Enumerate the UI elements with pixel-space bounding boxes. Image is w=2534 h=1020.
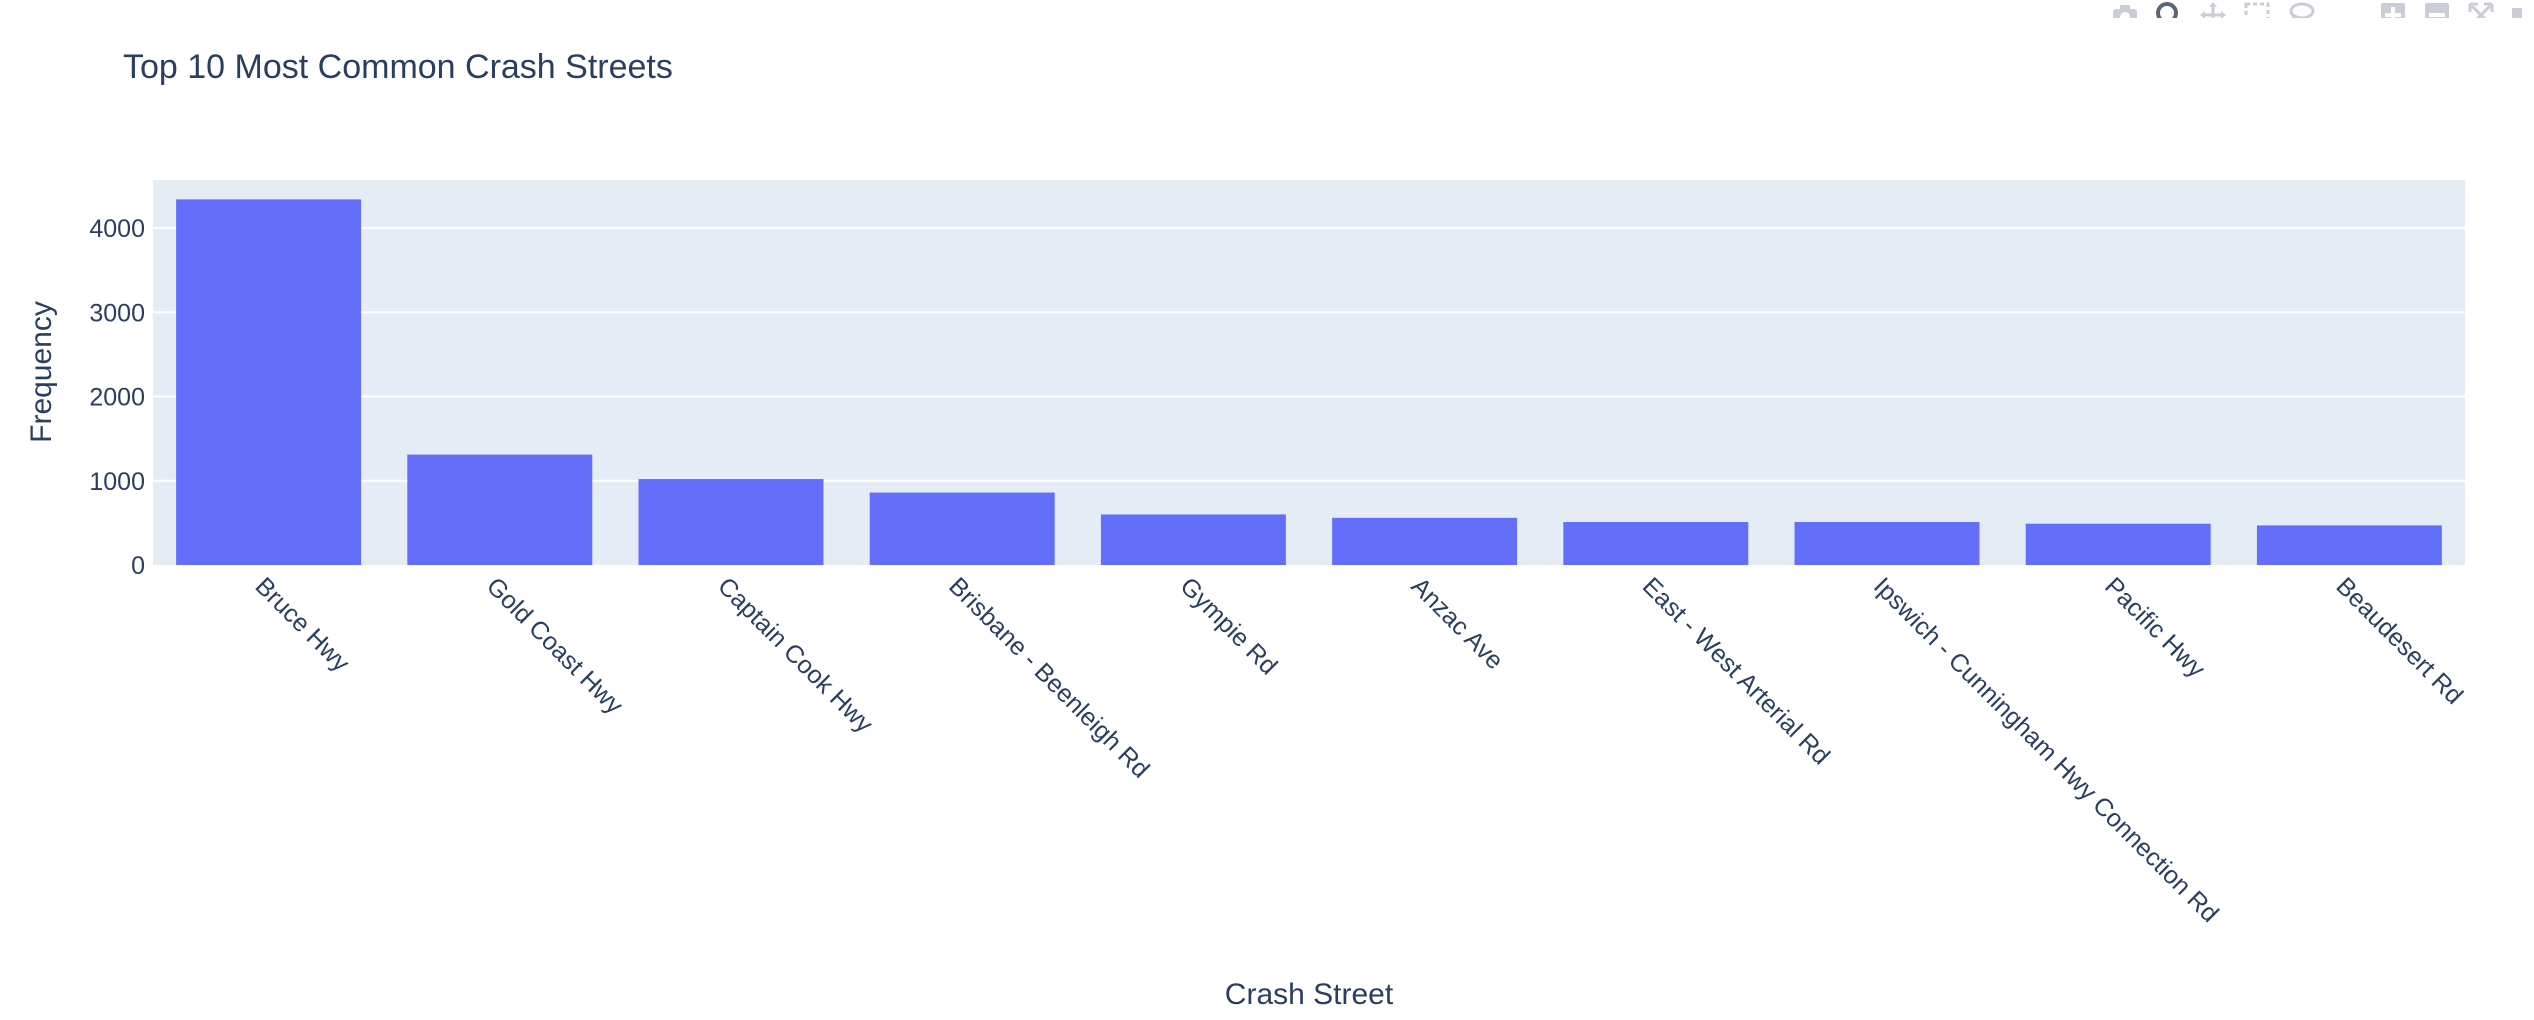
- x-tick-label: Brisbane - Beenleigh Rd: [943, 572, 1154, 783]
- chart-title: Top 10 Most Common Crash Streets: [123, 48, 673, 86]
- bar[interactable]: [1332, 517, 1518, 565]
- bar[interactable]: [1563, 522, 1749, 565]
- x-tick-label: Gold Coast Hwy: [481, 572, 629, 720]
- lasso-icon[interactable]: [2286, 0, 2316, 18]
- zoom-in-icon[interactable]: [2378, 0, 2408, 18]
- zoom-out-icon[interactable]: [2422, 0, 2452, 18]
- y-tick-label: 1000: [89, 468, 145, 496]
- bar[interactable]: [1794, 522, 1980, 565]
- y-tick-label: 2000: [89, 384, 145, 412]
- modebar: [2100, 0, 2534, 18]
- bar[interactable]: [407, 454, 593, 565]
- y-tick-label: 4000: [89, 215, 145, 243]
- x-tick-label: Captain Cook Hwy: [712, 572, 879, 739]
- x-axis-title: Crash Street: [1225, 978, 1394, 1011]
- x-tick-label: Gympie Rd: [1174, 572, 1282, 680]
- y-tick-label: 0: [131, 552, 145, 580]
- x-tick-label: Bruce Hwy: [250, 572, 356, 678]
- bar[interactable]: [2025, 523, 2211, 565]
- bar[interactable]: [638, 479, 824, 565]
- y-axis-ticks: 0 1000 2000 3000 4000: [89, 215, 145, 580]
- autoscale-icon[interactable]: [2466, 0, 2496, 18]
- x-tick-label: Pacific Hwy: [2099, 572, 2211, 684]
- bar[interactable]: [2256, 525, 2442, 565]
- bar[interactable]: [1100, 514, 1286, 565]
- box-select-icon[interactable]: [2242, 0, 2272, 18]
- bar[interactable]: [176, 199, 362, 565]
- x-tick-label: East - West Arterial Rd: [1637, 572, 1835, 770]
- bars: [176, 199, 2442, 565]
- pan-icon[interactable]: [2198, 0, 2228, 18]
- zoom-icon[interactable]: [2154, 0, 2184, 18]
- reset-axes-icon[interactable]: [2510, 0, 2524, 18]
- x-tick-label: Anzac Ave: [1406, 572, 1509, 675]
- bar[interactable]: [869, 492, 1055, 565]
- x-tick-label: Beaudesert Rd: [2330, 572, 2468, 710]
- y-tick-label: 3000: [89, 299, 145, 327]
- camera-icon[interactable]: [2110, 0, 2140, 18]
- y-axis-title: Frequency: [25, 301, 58, 443]
- x-axis-ticks: Bruce Hwy Gold Coast Hwy Captain Cook Hwy B…: [250, 572, 2469, 928]
